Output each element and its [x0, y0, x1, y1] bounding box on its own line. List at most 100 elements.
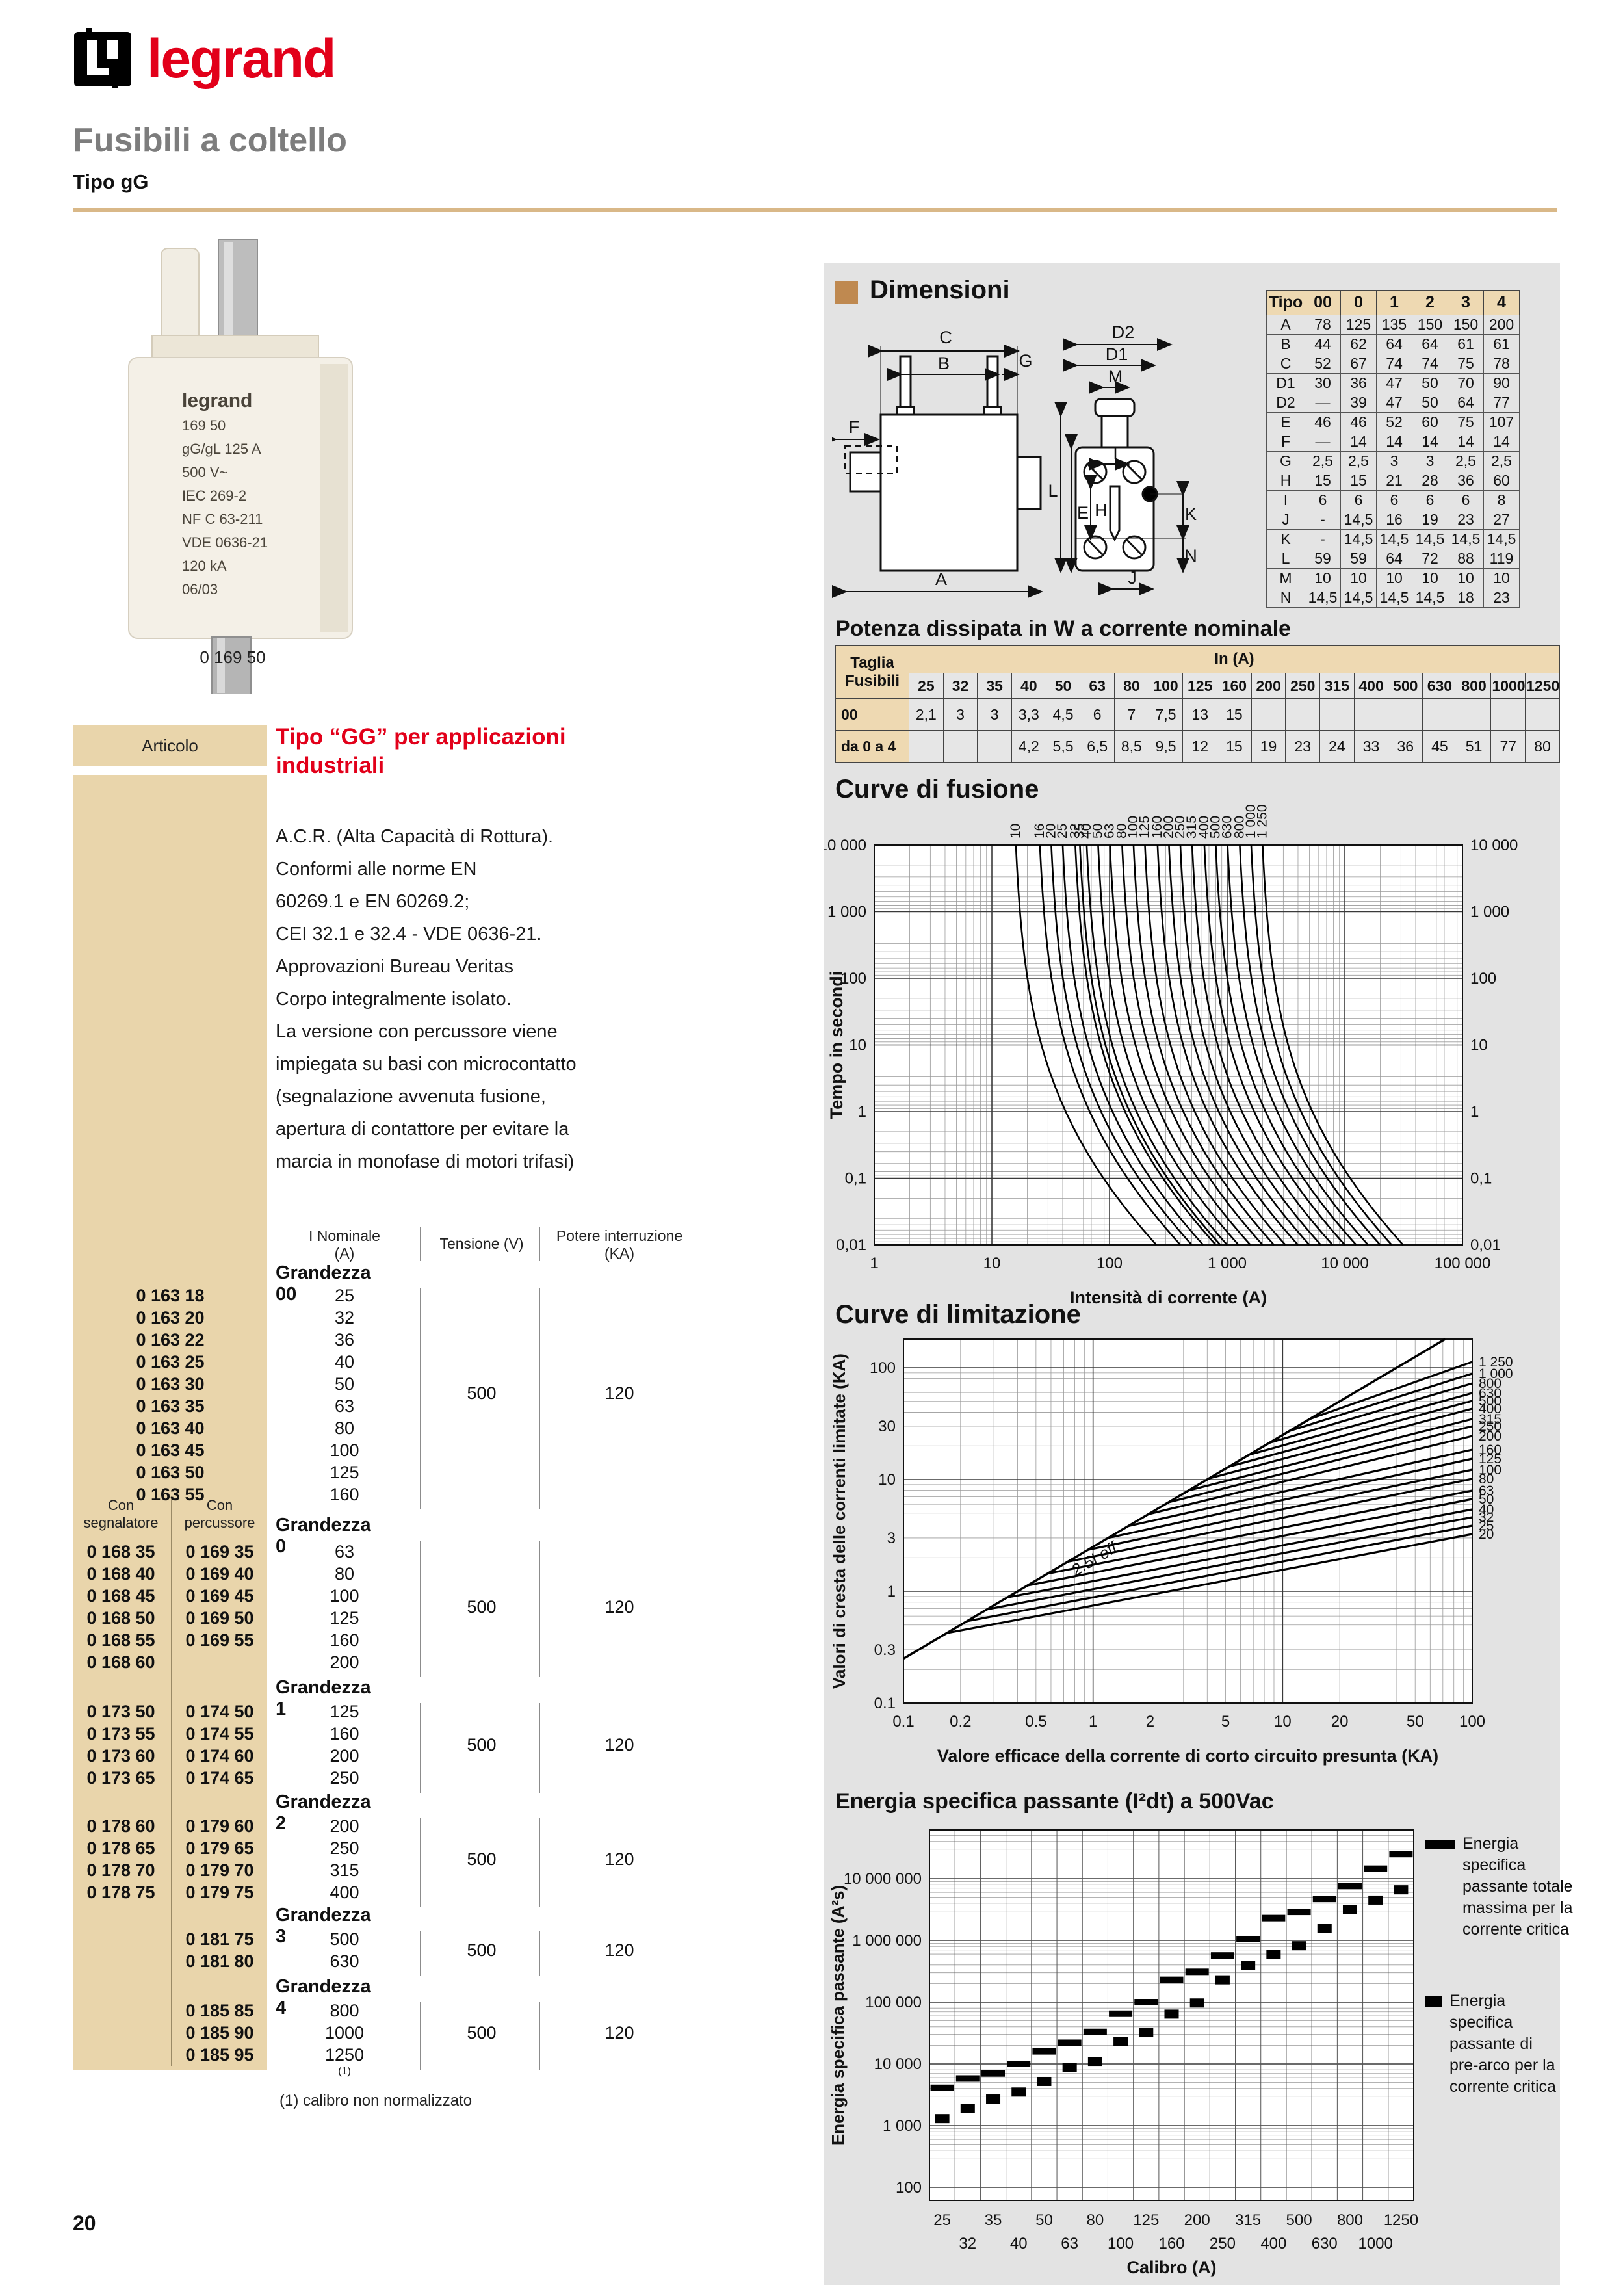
- table-cell: 50: [1412, 373, 1448, 393]
- data-point-totale: [1160, 1976, 1184, 1983]
- table-cell: 59: [1340, 549, 1377, 569]
- table-row: D2—39 47 50 64 77: [1266, 393, 1520, 413]
- data-point-prearco: [1266, 1950, 1281, 1959]
- article-code-segnalatore: 0 173 65: [86, 1768, 155, 1788]
- table-cell: 2,5: [1340, 451, 1377, 471]
- table-cell: 28: [1412, 471, 1448, 491]
- value-cell: 51: [1456, 730, 1492, 763]
- data-point-prearco: [1317, 1924, 1332, 1933]
- table-cell: 10: [1305, 568, 1341, 588]
- value-cell: 3,3: [1011, 698, 1046, 731]
- fuse-label-line: 500 V~: [182, 464, 227, 480]
- dimension-table: Tipo 00 0 1 2 3 4 A 78 125 135 150 150 200 B 44 62 64 64 61…: [1266, 290, 1520, 608]
- y-tick-label: 1 000 000: [852, 1932, 922, 1950]
- table-cell: 135: [1376, 315, 1412, 335]
- nominal-current-value: 63: [334, 1542, 355, 1561]
- value-cell: 2,1: [909, 698, 944, 731]
- y-tick-label: 1: [887, 1583, 896, 1600]
- table-cell: 23: [1448, 510, 1484, 530]
- value-cell: [942, 730, 978, 763]
- potenza-table-el: Taglia Fusibili In (A) 25 32 35 40 50 63 80 100 12…: [835, 645, 1560, 763]
- limitation-curve: [967, 1524, 1473, 1623]
- value-cell: 77: [1490, 730, 1526, 763]
- table-cell: 47: [1376, 373, 1412, 393]
- column-label-cell: 35: [977, 673, 1013, 699]
- y-tick-label: 3: [887, 1530, 896, 1547]
- limitation-curve: [1047, 1489, 1473, 1575]
- nominal-current-value: 160: [330, 1485, 359, 1504]
- nominal-current-value: 1000: [324, 2023, 365, 2042]
- table-cell: K: [1266, 529, 1305, 549]
- value-column-divider: [539, 1818, 540, 1907]
- y-tick-label: 10: [849, 1037, 866, 1054]
- value-cell: [1285, 698, 1321, 731]
- table-cell: 75: [1448, 354, 1484, 374]
- data-point-prearco: [986, 2094, 1001, 2104]
- x-tick-label: 20: [1331, 1713, 1349, 1730]
- article-code-percussore: 0 181 80: [185, 1951, 254, 1971]
- data-point-totale: [1185, 1968, 1209, 1976]
- data-point-totale: [1007, 2061, 1031, 2067]
- value-cell: 36: [1388, 730, 1423, 763]
- curve-label: 160: [1479, 1442, 1501, 1457]
- table-cell: 70: [1448, 373, 1484, 393]
- tensione-value: 500: [467, 1597, 497, 1617]
- x-tick-label: 100 000: [1435, 1255, 1491, 1272]
- row-label-cell: 00: [835, 698, 909, 731]
- dim-letter-N: N: [1184, 546, 1197, 566]
- fusion-curve: [1144, 844, 1286, 1246]
- x-tick-label: 800: [1337, 2211, 1363, 2229]
- nominal-current-value: 125: [330, 1463, 359, 1482]
- footnote: (1) calibro non normalizzato: [279, 2092, 473, 2109]
- table-cell: 39: [1340, 393, 1377, 413]
- fusion-curve: [1121, 844, 1264, 1246]
- x-tick-label: 100: [1108, 2235, 1134, 2252]
- group-heading: Grandezza 4: [276, 1976, 371, 2018]
- y-tick-label: 30: [878, 1418, 896, 1435]
- column-label-cell: 40: [1011, 673, 1046, 699]
- fusion-curve: [1050, 844, 1193, 1246]
- curve-label: 63: [1102, 824, 1117, 839]
- table-cell: 14,5: [1376, 529, 1412, 549]
- dim-letter-F: F: [849, 417, 860, 437]
- data-point-totale: [1287, 1909, 1311, 1916]
- limitation-curve: [1188, 1418, 1473, 1492]
- curve-label: 200: [1479, 1429, 1501, 1444]
- data-point-totale: [1058, 2039, 1082, 2046]
- column-label-cell: 200: [1251, 673, 1286, 699]
- value-column-divider: [420, 1541, 421, 1677]
- article-code-percussore: 0 185 95: [185, 2045, 254, 2065]
- table-cell: 6: [1305, 490, 1341, 510]
- x-tick-label: 1: [1089, 1713, 1097, 1730]
- limitation-curve: [1289, 1372, 1473, 1432]
- fusion-curve: [1039, 844, 1181, 1246]
- x-tick-label: 50: [1035, 2211, 1053, 2229]
- value-cell: 5,5: [1045, 730, 1081, 763]
- article-code-segnalatore: 0 168 50: [86, 1608, 155, 1628]
- dim-letter-B: B: [938, 354, 950, 373]
- table-row: G 2,5 2,5 3 3 2,5 2,5: [1266, 451, 1520, 471]
- dim-letter-A: A: [935, 569, 947, 589]
- curve-label: 1 250: [1479, 1355, 1513, 1370]
- plot-border: [929, 1829, 1414, 2201]
- y-axis-title: Valori di cresta delle correnti limitate…: [829, 1353, 849, 1689]
- x-axis-title: Valore efficace della corrente di corto …: [937, 1746, 1438, 1766]
- article-code-segnalatore: 0 178 75: [86, 1883, 155, 1902]
- nominal-current-value: 500: [330, 1929, 359, 1949]
- data-point-prearco: [1368, 1895, 1383, 1905]
- plot-border: [903, 1338, 1473, 1704]
- article-code-percussore: 0 169 50: [185, 1608, 254, 1628]
- potere-value: 120: [604, 1940, 634, 1960]
- table-header-cell: 1: [1376, 290, 1412, 315]
- value-cell: [1353, 698, 1389, 731]
- article-code: 0 163 22: [136, 1330, 205, 1350]
- y-tick-label: 10 000: [824, 837, 866, 854]
- dim-letter-J: J: [1128, 568, 1137, 588]
- limitation-curve: [1148, 1435, 1473, 1515]
- curve-label: 35: [1072, 824, 1087, 839]
- article-code: 0 163 25: [136, 1352, 205, 1372]
- column-label-cell: 50: [1045, 673, 1081, 699]
- table-cell: 14,5: [1412, 529, 1448, 549]
- column-header-tensione: Tensione (V): [439, 1235, 524, 1252]
